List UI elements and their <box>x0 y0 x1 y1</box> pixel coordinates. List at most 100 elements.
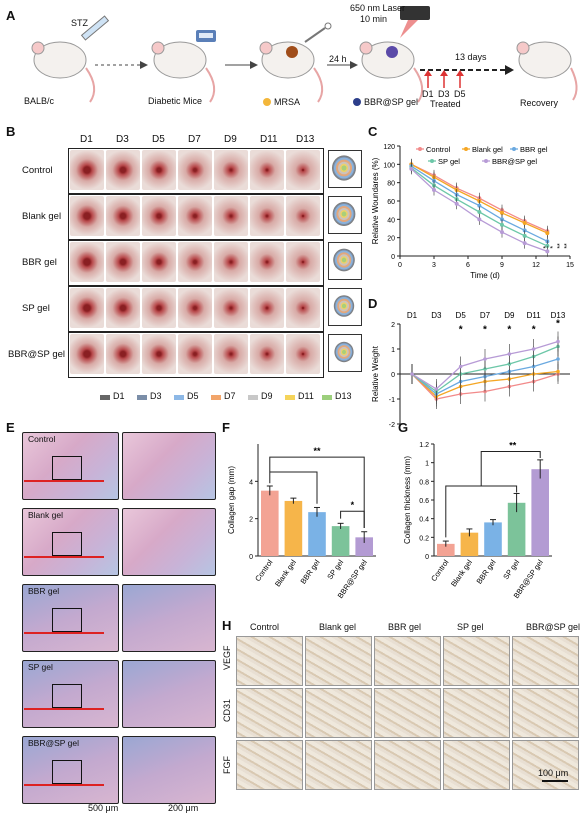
sig-bracket <box>480 450 541 486</box>
wound-photo <box>214 242 248 282</box>
wound-photo <box>250 242 284 282</box>
panel-label-d: D <box>368 296 378 311</box>
category-label: Control <box>429 558 450 583</box>
wound-photo <box>106 242 140 282</box>
gap-marker <box>24 480 104 482</box>
wound-photo <box>142 196 176 236</box>
day-label: D9 <box>504 311 515 320</box>
wound-photo <box>250 288 284 328</box>
wound-photo <box>178 242 212 282</box>
bar <box>261 490 279 556</box>
day-header: D9 <box>224 134 237 145</box>
wound-photo <box>70 196 104 236</box>
wound-photo <box>286 288 320 328</box>
day-header: D3 <box>116 134 129 145</box>
group-label: SP gel <box>22 303 50 314</box>
data-point <box>434 387 439 391</box>
y-tick-label: 0.2 <box>419 535 429 542</box>
laser-device-icon <box>400 6 430 38</box>
wound-photo <box>286 150 320 190</box>
day-header: D11 <box>260 134 278 145</box>
ihc-image <box>374 688 441 738</box>
panel-label-f: F <box>222 420 230 435</box>
wound-photo <box>250 150 284 190</box>
data-point <box>432 188 436 192</box>
histology-group-label: Blank gel <box>28 510 63 520</box>
ihc-image <box>443 740 510 790</box>
y-axis-label: Relative Weight <box>371 345 380 402</box>
bar <box>331 526 350 556</box>
group-label: BBR@SP gel <box>8 349 65 360</box>
scale-bar-label: 200 μm <box>168 803 199 813</box>
histology-zoom <box>122 508 216 576</box>
day-header: D13 <box>296 134 315 145</box>
wound-photo <box>178 196 212 236</box>
wound-photo <box>106 334 140 374</box>
ihc-column-label: BBR gel <box>388 622 422 632</box>
sig-bracket <box>445 485 518 538</box>
wound-photo <box>214 334 248 374</box>
recovery-label: Recovery <box>520 98 559 108</box>
gap-marker <box>24 632 104 634</box>
y-tick-label: 0.8 <box>419 479 429 486</box>
mouse-icon <box>31 41 96 103</box>
y-tick-label: 2 <box>391 322 395 329</box>
ihc-image <box>512 688 579 738</box>
y-tick-label: -1 <box>389 397 395 404</box>
legend-label: Control <box>426 145 451 154</box>
wound-trace-overlay <box>332 155 356 181</box>
data-point <box>556 357 560 361</box>
scale-bar <box>542 780 568 782</box>
treat-day-2: D3 <box>438 89 450 99</box>
x-tick-label: 12 <box>532 262 540 269</box>
ihc-image <box>305 688 372 738</box>
wound-photo <box>178 288 212 328</box>
histology-group-label: BBR@SP gel <box>28 738 79 748</box>
y-tick-label: -2 <box>389 422 395 429</box>
histology-overview <box>22 584 119 652</box>
day-label: D13 <box>551 311 566 320</box>
legend-marker <box>464 147 468 151</box>
legend-label: D13 <box>335 391 352 401</box>
mouse-icon <box>359 41 424 103</box>
wound-photo <box>106 196 140 236</box>
legend-marker <box>484 159 488 163</box>
bar <box>460 532 479 556</box>
ihc-image <box>236 740 303 790</box>
stz-label: STZ <box>71 18 88 28</box>
y-tick-label: 100 <box>383 162 395 169</box>
wound-photo <box>70 334 104 374</box>
wound-photo <box>106 288 140 328</box>
mouse-icon <box>259 41 324 103</box>
24h-label: 24 h <box>329 54 347 64</box>
data-point <box>500 210 504 215</box>
wound-photo <box>178 150 212 190</box>
syringe-icon <box>80 15 110 41</box>
sig-bracket <box>269 456 365 528</box>
panel-label-c: C <box>368 124 378 139</box>
x-tick-label: 9 <box>500 262 504 269</box>
histology-zoom <box>122 660 216 728</box>
trace-ring <box>342 349 346 355</box>
legend-marker <box>512 147 516 151</box>
data-point <box>477 210 482 214</box>
histology-group-label: SP gel <box>28 662 53 672</box>
legend-label: D5 <box>187 391 199 401</box>
ihc-column-label: Blank gel <box>319 622 357 632</box>
significance-mark: * <box>459 325 463 336</box>
photo-strip-frame <box>68 240 324 286</box>
legend-swatch <box>322 395 332 400</box>
wound-photo <box>250 196 284 236</box>
significance-mark: * <box>483 325 487 336</box>
histology-zoom <box>122 584 216 652</box>
legend-label: BBR gel <box>520 145 548 154</box>
data-point <box>531 347 536 351</box>
wound-photo <box>286 334 320 374</box>
ihc-row-label: CD31 <box>222 698 232 722</box>
treat-day-1: D1 <box>422 89 434 99</box>
ihc-column-label: Control <box>250 622 280 632</box>
day-label: D3 <box>431 311 442 320</box>
day-label: D5 <box>456 311 467 320</box>
significance-mark: * <box>351 500 355 510</box>
y-axis-label: Collagen thickness (mm) <box>403 456 412 544</box>
